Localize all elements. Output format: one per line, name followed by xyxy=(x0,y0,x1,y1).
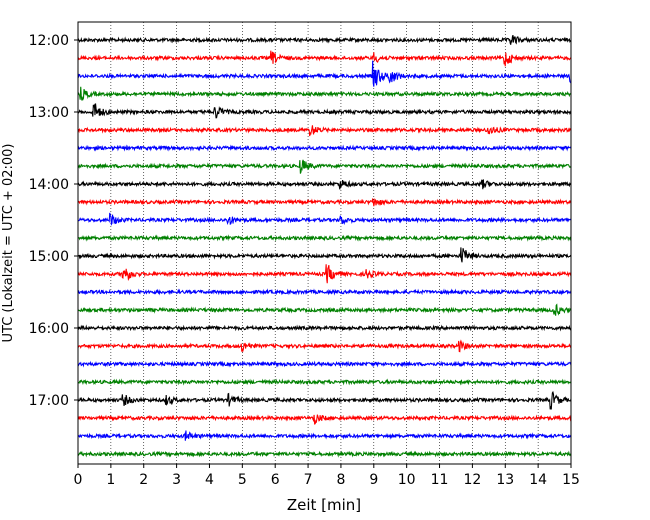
x-tick-label: 7 xyxy=(304,472,313,488)
x-tick-label: 5 xyxy=(238,472,247,488)
x-tick-label: 3 xyxy=(172,472,181,488)
x-tick-label: 0 xyxy=(74,472,83,488)
trace-1445 xyxy=(77,234,572,242)
x-tick-label: 9 xyxy=(369,472,378,488)
x-tick-label: 2 xyxy=(139,472,148,488)
y-axis-label: UTC (Lokalzeit = UTC + 02:00) xyxy=(1,144,16,343)
trace-1400 xyxy=(77,179,572,190)
x-axis-label: Zeit [min] xyxy=(287,496,361,514)
x-tick-label: 12 xyxy=(463,472,481,488)
trace-1245 xyxy=(77,86,572,101)
x-tick-label: 8 xyxy=(336,472,345,488)
trace-1615 xyxy=(77,339,572,353)
trace-1515 xyxy=(77,264,572,284)
x-tick-label: 14 xyxy=(529,472,547,488)
y-tick-label: 16:00 xyxy=(29,321,69,337)
trace-1530 xyxy=(77,288,572,296)
trace-layer xyxy=(77,34,572,458)
y-tick-label: 17:00 xyxy=(29,393,69,409)
x-tick-label: 10 xyxy=(398,472,416,488)
trace-1630 xyxy=(77,360,572,368)
trace-1600 xyxy=(77,324,572,332)
trace-1715 xyxy=(77,414,572,425)
y-tick-label: 14:00 xyxy=(29,177,69,193)
y-tick-label: 13:00 xyxy=(29,105,69,121)
trace-1315 xyxy=(77,125,572,137)
x-tick-label: 11 xyxy=(431,472,449,488)
trace-1430 xyxy=(77,212,572,226)
x-tick-label: 13 xyxy=(496,472,514,488)
plot-frame xyxy=(77,21,572,465)
x-tick-label: 6 xyxy=(271,472,280,488)
y-tick-label: 15:00 xyxy=(29,249,69,265)
trace-1500 xyxy=(77,247,572,263)
trace-1200 xyxy=(77,34,572,45)
trace-1215 xyxy=(77,50,572,67)
y-axis: 12:00 13:00 14:00 15:00 16:00 17:00 xyxy=(29,33,78,409)
x-tick-label: 1 xyxy=(106,472,115,488)
trace-1330 xyxy=(77,144,572,152)
trace-1415 xyxy=(77,198,572,207)
trace-1730 xyxy=(77,430,572,441)
trace-1300 xyxy=(77,103,572,119)
trace-1745 xyxy=(77,450,572,458)
trace-1645 xyxy=(77,378,572,386)
trace-1700 xyxy=(77,390,572,410)
x-tick-label: 4 xyxy=(205,472,214,488)
grid-layer xyxy=(110,22,539,464)
x-axis: 0 1 2 3 4 5 6 7 8 9 10 11 12 13 14 15 xyxy=(74,464,580,488)
trace-1345 xyxy=(77,159,572,174)
x-tick-label: 15 xyxy=(562,472,580,488)
y-tick-label: 12:00 xyxy=(29,33,69,49)
trace-1545 xyxy=(77,303,572,316)
trace-1230 xyxy=(77,60,572,87)
